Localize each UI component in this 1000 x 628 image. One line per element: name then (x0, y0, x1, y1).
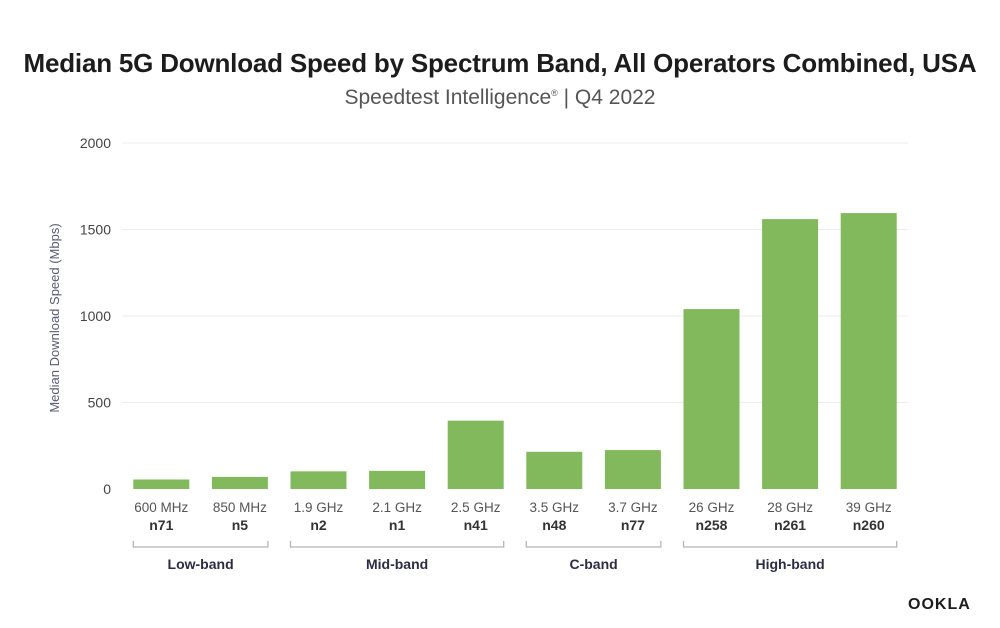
group-label: High-band (755, 556, 824, 572)
x-tick-band: n5 (232, 517, 249, 533)
x-tick-frequency: 850 MHz (213, 500, 267, 515)
chart-subtitle: Speedtest Intelligence® | Q4 2022 (0, 86, 1000, 110)
x-tick-band: n260 (853, 517, 885, 533)
x-tick-frequency: 39 GHz (846, 500, 892, 515)
bar (762, 219, 819, 489)
x-tick-frequency: 1.9 GHz (294, 500, 344, 515)
x-tick-frequency: 26 GHz (689, 500, 735, 515)
x-axis-labels: 600 MHz n71 850 MHz n5 1.9 GHz n2 2.1 GHz n1 2.5… (134, 500, 892, 533)
x-tick-frequency: 600 MHz (134, 500, 188, 515)
group-bracket (525, 541, 662, 548)
bar (369, 470, 426, 489)
bar (447, 420, 504, 489)
bar (290, 471, 347, 489)
group-label: Low-band (168, 556, 234, 572)
x-tick-band: n261 (774, 517, 806, 533)
x-tick-frequency: 2.5 GHz (451, 500, 501, 515)
x-tick-frequency: 3.5 GHz (530, 500, 580, 515)
y-axis-ticks: 0 500 1000 1500 2000 (80, 135, 111, 497)
band-groups: Low-band Mid-band C-band High-band (132, 541, 898, 572)
group-label: Mid-band (366, 556, 428, 572)
x-tick-frequency: 28 GHz (767, 500, 813, 515)
subtitle-main: Speedtest Intelligence (344, 86, 552, 109)
bar (211, 476, 268, 489)
x-tick-band: n48 (542, 517, 566, 533)
bar (683, 309, 740, 489)
subtitle-registered-mark: ® (551, 88, 558, 98)
subtitle-rest: | Q4 2022 (557, 86, 656, 109)
group-label: C-band (569, 556, 617, 572)
x-tick-band: n71 (149, 517, 173, 533)
y-tick-label: 1500 (80, 222, 111, 238)
group-bracket (682, 541, 898, 548)
x-tick-band: n1 (389, 517, 406, 533)
y-tick-label: 1000 (80, 308, 111, 324)
y-tick-label: 2000 (80, 135, 111, 151)
chart-title: Median 5G Download Speed by Spectrum Ban… (23, 48, 977, 78)
x-tick-band: n77 (621, 517, 645, 533)
x-tick-band: n41 (464, 517, 488, 533)
bar (840, 213, 897, 489)
ookla-logo: OOKLA (908, 596, 971, 613)
group-bracket (132, 541, 269, 548)
x-tick-band: n258 (696, 517, 728, 533)
y-axis-label: Median Download Speed (Mbps) (47, 223, 62, 412)
y-tick-label: 0 (103, 481, 111, 497)
bar (526, 451, 583, 489)
y-tick-label: 500 (88, 395, 112, 411)
x-tick-frequency: 3.7 GHz (608, 500, 658, 515)
bar (604, 450, 661, 489)
bar (133, 479, 190, 489)
x-tick-frequency: 2.1 GHz (372, 500, 422, 515)
x-tick-band: n2 (310, 517, 327, 533)
group-bracket (289, 541, 505, 548)
bars (133, 213, 897, 489)
